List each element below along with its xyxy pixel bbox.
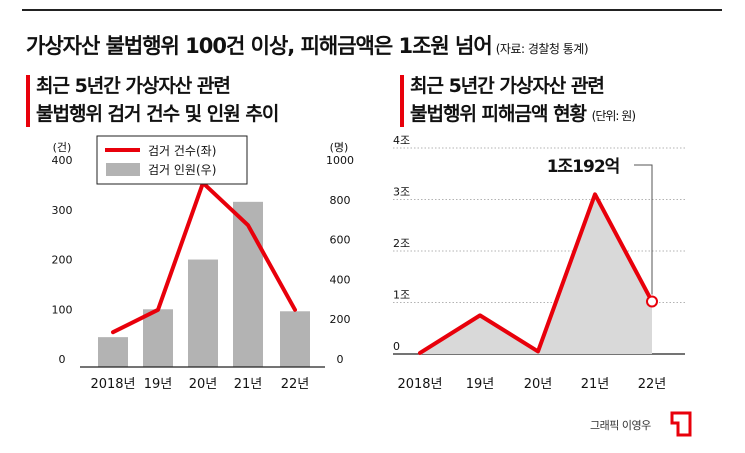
right-axis-tick: 1000 [326, 154, 354, 167]
right-chart-title: 최근 5년간 가상자산 관련 불법행위 피해금액 현황 (단위: 원) [400, 72, 636, 130]
legend-label-people: 검거 인원(우) [148, 163, 216, 177]
left-x-tick: 22년 [281, 377, 310, 392]
right-axis-tick: 800 [330, 194, 351, 207]
right-axis-tick: 0 [337, 353, 344, 366]
left-x-tick: 20년 [189, 377, 218, 392]
right-x-tick: 2018년 [397, 377, 442, 392]
arrest-cases-point [246, 223, 250, 227]
right-chart-unit: (단위: 원) [591, 109, 636, 123]
damage-amount-point-2022 [646, 295, 658, 308]
right-x-tick: 19년 [466, 377, 495, 392]
publisher-logo-icon [670, 411, 692, 437]
annotation-label: 1조192억 [547, 157, 620, 177]
left-axis-tick: 100 [52, 303, 73, 316]
right-x-tick: 20년 [524, 377, 553, 392]
headline-title: 가상자산 불법행위 100건 이상, 피해금액은 1조원 넘어 [26, 34, 493, 58]
right-x-tick: 22년 [638, 377, 667, 392]
arrest-cases-point [111, 330, 115, 334]
right-chart-title-line2: 불법행위 피해금액 현황 [410, 103, 587, 125]
legend-swatch-bar [106, 163, 140, 176]
right-axis-tick: 600 [330, 234, 351, 247]
left-axis-tick: 0 [59, 353, 66, 366]
right-axis-unit: (명) [330, 141, 349, 154]
left-axis-tick: 400 [52, 154, 73, 167]
annotation-leader [634, 164, 653, 295]
left-chart-title: 최근 5년간 가상자산 관련 불법행위 검거 건수 및 인원 추이 [26, 72, 279, 128]
damage-amount-line [418, 192, 654, 355]
arrest-count-bar [280, 311, 310, 367]
left-chart-title-line2: 불법행위 검거 건수 및 인원 추이 [36, 103, 279, 125]
right-axis-tick: 200 [330, 313, 351, 326]
left-title-accent-bar [26, 75, 30, 127]
headline-source: (자료: 경찰청 통계) [495, 42, 589, 56]
left-axis-tick: 200 [52, 254, 73, 267]
left-x-tick: 19년 [144, 377, 173, 392]
top-rule [22, 9, 722, 11]
right-chart-title-line1: 최근 5년간 가상자산 관련 [410, 75, 605, 97]
left-x-tick: 21년 [234, 377, 263, 392]
graphic-credit: 그래픽 이영우 [590, 419, 651, 432]
legend-label-cases: 검거 건수(좌) [148, 144, 216, 158]
right-y-tick: 1조 [393, 289, 410, 302]
right-y-tick: 0 [393, 340, 400, 353]
right-y-tick: 4조 [393, 134, 410, 147]
right-x-tick: 21년 [581, 377, 610, 392]
arrest-count-bar [233, 201, 263, 367]
arrest-count-bar [143, 309, 173, 367]
left-axis-tick: 300 [52, 204, 73, 217]
right-axis-tick: 400 [330, 273, 351, 286]
right-title-accent-bar [400, 75, 404, 127]
left-chart-title-line1: 최근 5년간 가상자산 관련 [36, 75, 231, 97]
arrest-count-bar [98, 337, 128, 367]
damage-amount-area [420, 194, 652, 354]
headline: 가상자산 불법행위 100건 이상, 피해금액은 1조원 넘어 (자료: 경찰청 … [26, 30, 589, 60]
right-y-tick: 2조 [393, 237, 410, 250]
left-axis-unit: (건) [53, 141, 72, 154]
arrest-cases-point [156, 308, 160, 312]
arrest-count-bar [188, 259, 218, 367]
arrest-cases-point [293, 308, 297, 312]
left-x-tick: 2018년 [90, 377, 135, 392]
right-y-tick: 3조 [393, 186, 410, 199]
